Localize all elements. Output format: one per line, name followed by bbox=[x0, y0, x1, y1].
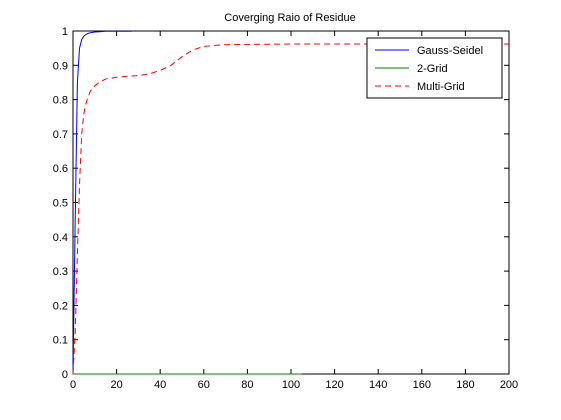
x-tick-label: 120 bbox=[325, 379, 343, 391]
y-tick-label: 0.5 bbox=[53, 198, 68, 210]
chart-title: Coverging Raio of Residue bbox=[224, 12, 355, 24]
series-line-gauss-seidel bbox=[72, 30, 132, 375]
y-tick-label: 0 bbox=[62, 369, 68, 381]
x-tick-label: 60 bbox=[198, 379, 210, 391]
legend-label: 2-Grid bbox=[417, 63, 448, 75]
y-tick-label: 0.6 bbox=[53, 163, 68, 175]
y-tick-label: 0.3 bbox=[53, 266, 68, 278]
x-tick-label: 80 bbox=[241, 379, 253, 391]
series-line-multi-grid bbox=[72, 43, 509, 375]
y-tick-label: 0.1 bbox=[53, 335, 68, 347]
legend-label: Multi-Grid bbox=[417, 81, 465, 93]
x-tick-label: 20 bbox=[110, 379, 122, 391]
x-tick-label: 140 bbox=[369, 379, 387, 391]
legend: Gauss-Seidel 2-Grid Multi-Grid bbox=[366, 37, 503, 99]
x-tick-label: 200 bbox=[500, 379, 518, 391]
x-tick-label: 100 bbox=[282, 379, 300, 391]
x-tick-label: 180 bbox=[456, 379, 474, 391]
y-tick-label: 0.2 bbox=[53, 300, 68, 312]
y-tick-label: 0.8 bbox=[53, 95, 68, 107]
y-tick-label: 0.9 bbox=[53, 60, 68, 72]
legend-label: Gauss-Seidel bbox=[417, 45, 483, 57]
x-tick-label: 160 bbox=[413, 379, 431, 391]
y-tick-label: 0.7 bbox=[53, 129, 68, 141]
y-tick-label: 1 bbox=[62, 26, 68, 38]
x-tick-label: 40 bbox=[154, 379, 166, 391]
x-tick-label: 0 bbox=[70, 379, 76, 391]
y-tick-label: 0.4 bbox=[53, 232, 68, 244]
